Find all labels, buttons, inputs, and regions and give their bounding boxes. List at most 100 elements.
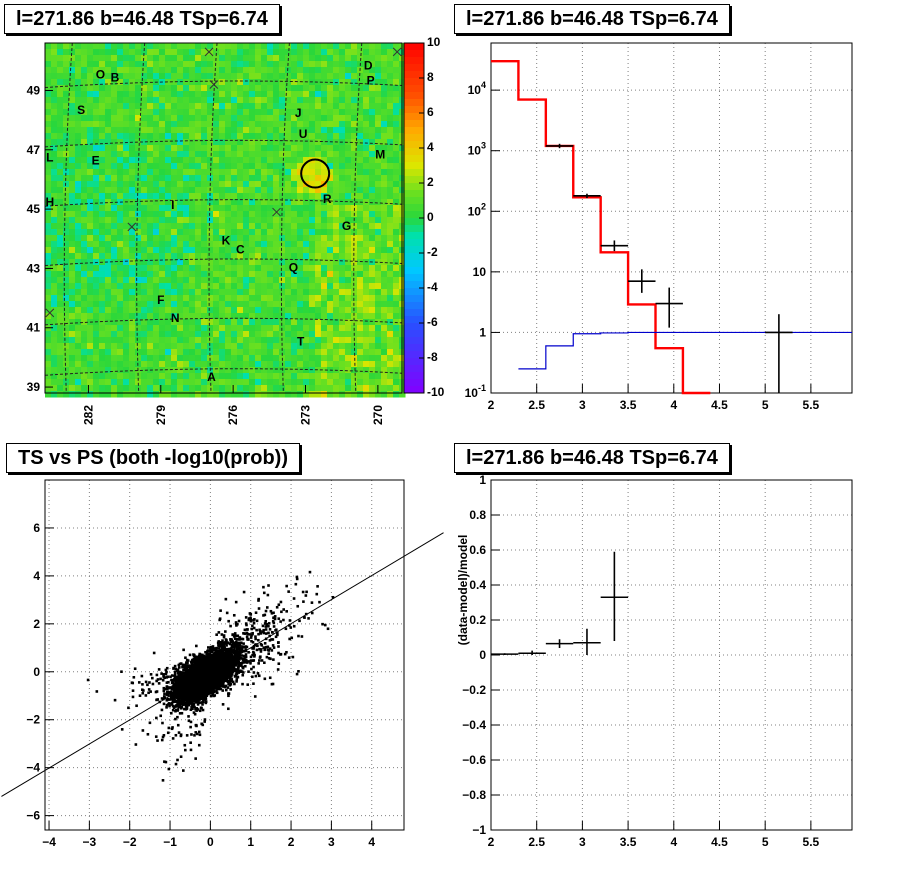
colorbar-step: [404, 337, 424, 345]
source-label: A: [207, 370, 216, 384]
graticule-meridian: [136, 42, 146, 394]
colorbar-tick-label: 4: [427, 140, 434, 154]
source-marker: [45, 308, 55, 318]
residual-title: l=271.86 b=46.48 TSp=6.74: [454, 443, 730, 473]
x-tick-label: 5: [762, 398, 769, 412]
graticule-parallel: [44, 199, 403, 207]
colorbar-step: [404, 386, 424, 394]
colorbar-tick-label: 10: [427, 35, 441, 49]
source-label: N: [171, 311, 180, 325]
scatter-frame: [44, 479, 405, 831]
y-tick-label: 1: [479, 325, 486, 339]
x-tick-label: 2.5: [528, 835, 545, 849]
graticule-meridian: [208, 42, 218, 394]
skymap-frame: [44, 42, 403, 394]
colorbar-step: [404, 183, 424, 191]
x-tick-label: 5.5: [803, 835, 820, 849]
colorbar-tick-label: -8: [427, 350, 438, 364]
y-tick-label: 4: [33, 569, 40, 583]
y-tick-label: 2: [33, 617, 40, 631]
y-tick-label: 49: [27, 83, 41, 97]
colorbar-tick-label: -2: [427, 245, 438, 259]
source-label: M: [375, 148, 385, 162]
x-tick-label: 4.5: [711, 835, 728, 849]
y-tick-label: 39: [27, 380, 41, 394]
colorbar-step: [404, 141, 424, 149]
reference-line: [1, 532, 444, 797]
spectrum-plot: 2 2.5 3 3.5 4 4.5 5 5.5 10-1 1 10 102 103 104: [465, 42, 853, 412]
source-marker: [204, 47, 214, 57]
y-tick-label: 0: [33, 665, 40, 679]
source-label: G: [342, 219, 351, 233]
y-tick-label: 41: [27, 321, 41, 335]
colorbar-step: [404, 106, 424, 114]
graticule-parallel: [44, 139, 403, 148]
x-tick-label: −3: [83, 835, 97, 849]
colorbar-step: [404, 127, 424, 135]
colorbar-step: [404, 169, 424, 177]
graticule-parallel: [44, 258, 403, 267]
y-tick-label: −0.6: [462, 753, 486, 767]
colorbar-step: [404, 64, 424, 72]
source-label: F: [157, 293, 164, 307]
x-tick-label: 282: [81, 405, 95, 425]
colorbar-step: [404, 113, 424, 121]
colorbar-tick-label: 6: [427, 105, 434, 119]
colorbar-step: [404, 232, 424, 240]
source-label: J: [295, 106, 302, 120]
source-marker: [272, 207, 281, 217]
colorbar-step: [404, 379, 424, 387]
x-tick-label: −2: [123, 835, 137, 849]
spectrum-frame: [490, 42, 853, 394]
colorbar-step: [404, 309, 424, 317]
y-tick-label: 0.6: [469, 543, 486, 557]
colorbar-step: [404, 288, 424, 296]
colorbar-step: [404, 155, 424, 163]
x-tick-label: 4: [368, 835, 375, 849]
source-label: E: [92, 154, 100, 168]
x-tick-label: 2: [488, 835, 495, 849]
colorbar-tick-label: 8: [427, 70, 434, 84]
colorbar: 10 8 6 4 2 0 -2 -4 -6 -8 -10: [403, 35, 445, 399]
x-tick-label: 3: [328, 835, 335, 849]
heatmap-cells: [45, 43, 406, 398]
source-label: I: [171, 198, 174, 212]
colorbar-tick-label: 2: [427, 175, 434, 189]
y-tick-label: 10: [473, 265, 487, 279]
source-label: O: [96, 68, 105, 82]
source-label: T: [297, 335, 305, 349]
source-marker: [392, 47, 402, 57]
graticule: [44, 42, 403, 394]
colorbar-step: [404, 302, 424, 310]
source-label: K: [222, 234, 231, 248]
source-label: B: [111, 71, 120, 85]
x-tick-label: 273: [299, 405, 313, 425]
y-tick-label: −4: [26, 761, 40, 775]
graticule-meridian: [353, 42, 363, 394]
model-histogram: [491, 60, 711, 395]
source-label: P: [367, 74, 375, 88]
source-label: Q: [289, 260, 298, 274]
y-tick-label: −2: [26, 713, 40, 727]
source-label: C: [236, 243, 245, 257]
source-label: S: [77, 103, 85, 117]
y-tick-label: 0: [479, 648, 486, 662]
colorbar-step: [404, 120, 424, 128]
colorbar-step: [404, 274, 424, 282]
y-tick-label: 1: [479, 473, 486, 487]
y-tick-label: 10-1: [465, 383, 486, 400]
colorbar-step: [404, 295, 424, 303]
colorbar-step: [404, 372, 424, 380]
x-tick-label: −4: [42, 835, 56, 849]
graticule-parallel: [44, 317, 403, 326]
spectrum-title: l=271.86 b=46.48 TSp=6.74: [454, 4, 730, 34]
colorbar-step: [404, 225, 424, 233]
colorbar-step: [404, 190, 424, 198]
colorbar-step: [404, 316, 424, 324]
x-tick-label: −1: [163, 835, 177, 849]
colorbar-step: [404, 176, 424, 184]
x-tick-label: 1: [247, 835, 254, 849]
y-tick-label: −0.8: [462, 788, 486, 802]
